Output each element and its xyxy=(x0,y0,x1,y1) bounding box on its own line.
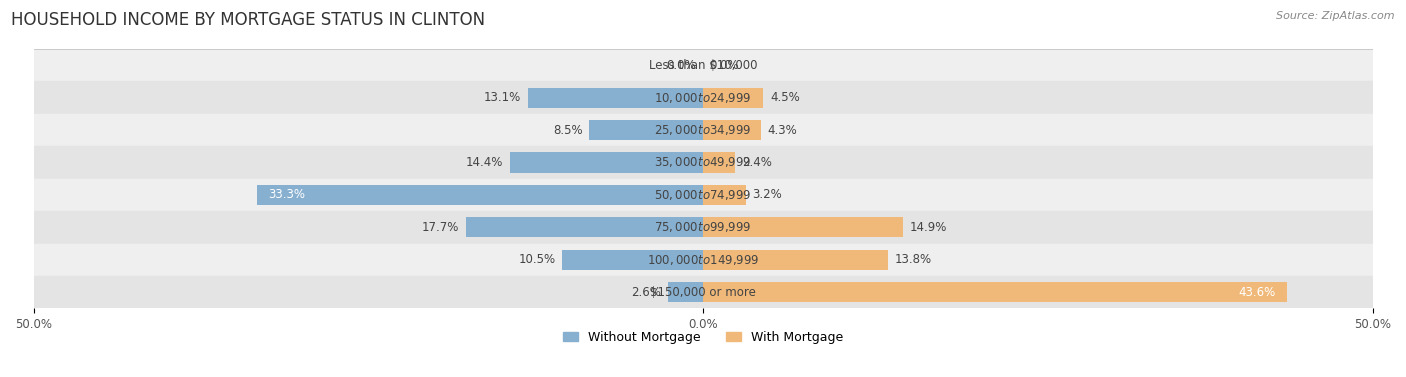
Bar xyxy=(34,49,1372,81)
Bar xyxy=(34,276,1372,308)
Text: $25,000 to $34,999: $25,000 to $34,999 xyxy=(654,123,752,137)
Bar xyxy=(703,120,761,140)
Text: 13.1%: 13.1% xyxy=(484,91,520,104)
Text: $10,000 to $24,999: $10,000 to $24,999 xyxy=(654,90,752,104)
Text: 4.3%: 4.3% xyxy=(768,124,797,136)
Text: 13.8%: 13.8% xyxy=(894,253,932,266)
Bar xyxy=(34,114,1372,146)
Text: 4.5%: 4.5% xyxy=(770,91,800,104)
Bar xyxy=(703,217,903,238)
Bar xyxy=(527,87,703,108)
Bar xyxy=(703,152,735,173)
Text: 0.0%: 0.0% xyxy=(710,59,740,72)
Text: $50,000 to $74,999: $50,000 to $74,999 xyxy=(654,188,752,202)
Bar xyxy=(562,250,703,270)
Text: 2.6%: 2.6% xyxy=(631,286,661,299)
Bar xyxy=(703,87,763,108)
Legend: Without Mortgage, With Mortgage: Without Mortgage, With Mortgage xyxy=(558,326,848,349)
Bar xyxy=(257,185,703,205)
Bar xyxy=(34,244,1372,276)
Bar xyxy=(510,152,703,173)
Text: HOUSEHOLD INCOME BY MORTGAGE STATUS IN CLINTON: HOUSEHOLD INCOME BY MORTGAGE STATUS IN C… xyxy=(11,11,485,29)
Text: $100,000 to $149,999: $100,000 to $149,999 xyxy=(647,253,759,267)
Text: 3.2%: 3.2% xyxy=(752,188,782,201)
Text: 2.4%: 2.4% xyxy=(742,156,772,169)
Bar xyxy=(589,120,703,140)
Text: 14.4%: 14.4% xyxy=(467,156,503,169)
Text: 8.5%: 8.5% xyxy=(553,124,582,136)
Text: 17.7%: 17.7% xyxy=(422,221,460,234)
Bar xyxy=(465,217,703,238)
Text: $75,000 to $99,999: $75,000 to $99,999 xyxy=(654,220,752,234)
Bar xyxy=(34,81,1372,114)
Text: 0.0%: 0.0% xyxy=(666,59,696,72)
Text: 33.3%: 33.3% xyxy=(267,188,305,201)
Bar xyxy=(703,250,887,270)
Bar xyxy=(668,282,703,302)
Text: 10.5%: 10.5% xyxy=(519,253,555,266)
Bar xyxy=(34,179,1372,211)
Text: $150,000 or more: $150,000 or more xyxy=(650,286,756,299)
Text: Less than $10,000: Less than $10,000 xyxy=(648,59,758,72)
Text: Source: ZipAtlas.com: Source: ZipAtlas.com xyxy=(1277,11,1395,21)
Text: 43.6%: 43.6% xyxy=(1239,286,1277,299)
Bar xyxy=(34,211,1372,244)
Bar xyxy=(34,146,1372,179)
Text: $35,000 to $49,999: $35,000 to $49,999 xyxy=(654,155,752,170)
Bar xyxy=(703,185,745,205)
Text: 14.9%: 14.9% xyxy=(910,221,946,234)
Bar xyxy=(703,282,1286,302)
